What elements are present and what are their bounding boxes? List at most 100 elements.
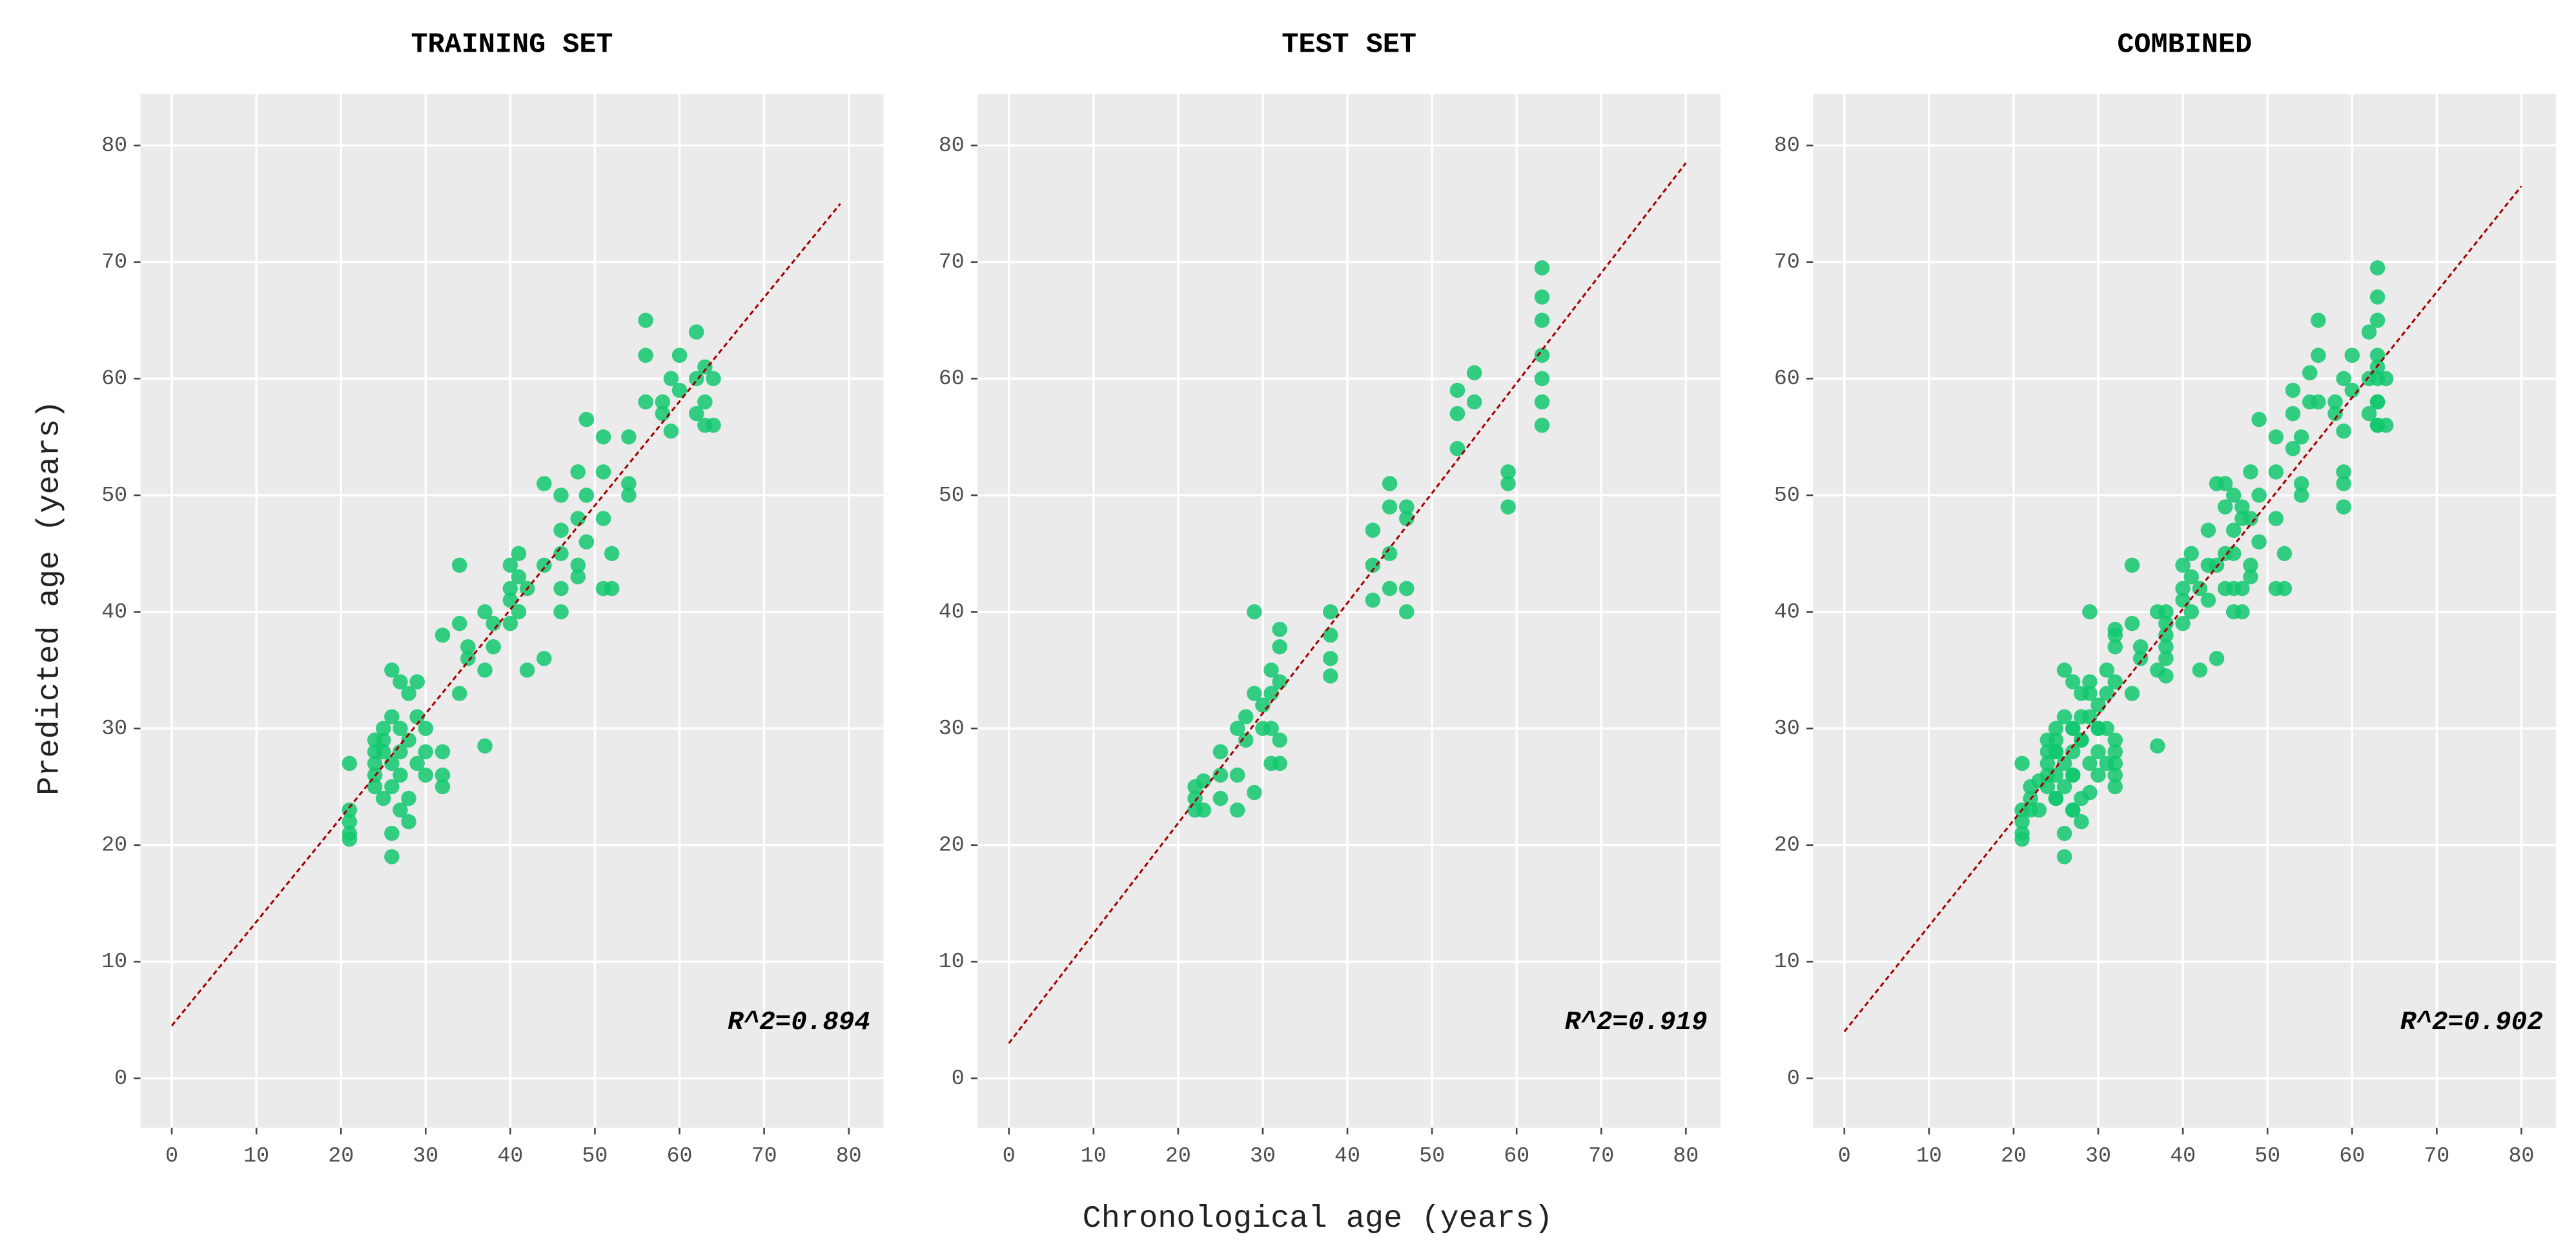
point [2107,744,2123,760]
point [2014,832,2030,847]
point [1263,686,1279,701]
point [1323,604,1338,620]
point [2336,464,2351,480]
x-tick-label: 70 [2424,1143,2449,1168]
point [2336,423,2351,439]
point [553,522,569,538]
point [409,709,425,724]
point [1382,476,1398,491]
point [553,580,569,597]
x-axis-label: Chronological age (years) [1083,1201,1553,1236]
point [2183,569,2199,585]
point [477,604,493,620]
point [418,767,434,783]
point [1466,394,1482,410]
point [2302,394,2318,410]
y-tick-label: 50 [939,483,965,507]
point [342,832,358,847]
point [595,511,611,526]
point [2099,686,2114,701]
point [502,615,518,631]
point [2132,639,2149,655]
point [401,814,416,830]
point [2327,394,2343,410]
point [1238,709,1254,724]
point [2243,569,2258,585]
point [1196,773,1211,789]
point [2065,802,2081,818]
point [1382,499,1398,515]
point [2175,557,2191,573]
point [706,371,721,387]
point [409,755,425,772]
point [2243,557,2258,573]
panel-title: COMBINED [2117,30,2252,61]
x-tick-label: 50 [1419,1143,1445,1168]
point [2251,411,2267,427]
point [384,709,400,724]
point [1500,464,1516,480]
point [2225,522,2242,538]
point [477,662,493,678]
point [2361,405,2377,422]
point [2107,755,2123,772]
point [1500,499,1516,515]
point [2251,487,2267,503]
x-tick-label: 40 [497,1143,523,1168]
point [2243,464,2258,480]
fit-line [1843,185,2522,1032]
y-tick-label: 30 [939,716,965,741]
point [451,557,467,573]
point [655,394,671,410]
point [671,347,688,364]
point [570,557,586,573]
point [2048,790,2064,806]
x-tick-label: 10 [243,1143,269,1168]
point [621,429,637,445]
point [2149,738,2165,754]
x-tick-label: 60 [1504,1143,1529,1168]
point [2014,814,2030,830]
point [2192,662,2208,678]
x-tick-label: 10 [1081,1143,1107,1168]
point [638,394,653,410]
point [570,511,586,526]
point [1247,686,1262,701]
point [2056,849,2072,865]
point [1398,580,1415,597]
point [1272,755,1287,772]
y-tick-label: 50 [101,483,127,507]
point [2048,744,2064,760]
y-tick-label: 40 [101,599,127,624]
point [2183,546,2199,562]
point [1229,721,1245,736]
point [2132,651,2149,666]
point [2369,289,2386,305]
point [2369,312,2386,328]
point [688,405,704,422]
point [1382,546,1398,562]
r-squared: R^2=0.919 [1565,1008,1708,1038]
x-tick-label: 60 [667,1143,693,1168]
point [418,721,434,736]
point [2107,732,2123,748]
x-tick-label: 20 [2001,1143,2027,1168]
y-tick-label: 30 [101,716,127,741]
point [2200,522,2216,538]
point [1263,662,1279,678]
x-tick-label: 30 [1250,1143,1276,1168]
x-tick-label: 40 [2170,1143,2196,1168]
point [2107,767,2123,783]
point [1398,499,1415,515]
point [2056,825,2072,841]
point [2175,580,2191,597]
point [1534,289,1550,305]
y-tick-label: 80 [939,133,965,158]
point [1365,522,1381,538]
point [671,382,688,398]
point [2056,662,2072,678]
point [2039,755,2056,772]
point [434,627,451,643]
x-tick-label: 0 [1838,1143,1851,1168]
point [1323,627,1338,643]
